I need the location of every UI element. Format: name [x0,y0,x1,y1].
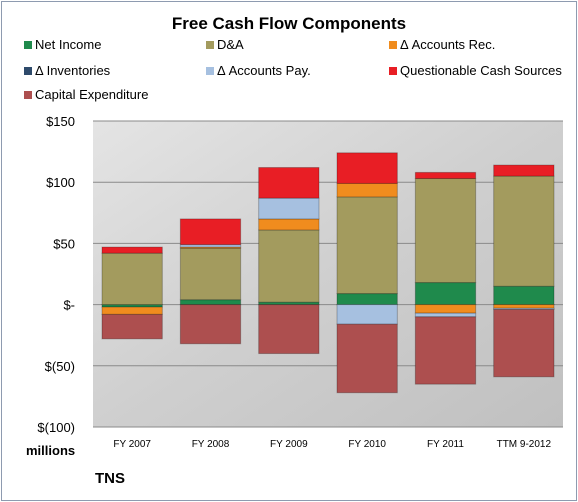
y-tick-label: $(100) [37,420,75,435]
bar-segment [101,246,163,254]
bar-segment [414,304,477,314]
legend-swatch [389,67,397,75]
bar-segment [101,252,163,306]
legend-swatch [24,91,32,99]
x-tick-label: FY 2009 [270,439,308,450]
legend-label: Δ Accounts Rec. [400,37,496,52]
y-tick-label: $(50) [45,359,75,374]
bar-segment [179,246,242,249]
x-tick-label: FY 2010 [348,439,386,450]
bar-segment [179,299,242,306]
bar-segment [414,316,477,385]
bar-segment [258,229,320,303]
company-label: TNS [95,470,125,487]
legend-label: Δ Inventories [35,63,111,78]
legend-label: Δ Accounts Pay. [217,63,311,78]
x-tick-label: FY 2007 [113,439,151,450]
legend-swatch [206,67,214,75]
bar-segment [336,196,398,295]
units-label: millions [26,443,76,458]
bar-segment [179,247,242,301]
y-tick-label: $- [63,298,75,313]
bar-segment [336,152,398,184]
bar-segment [258,218,320,231]
legend-label: Questionable Cash Sources [400,63,562,78]
bar-segment [179,218,242,246]
y-tick-label: $50 [53,236,75,251]
bar-segment [258,167,320,199]
legend-label: D&A [217,37,244,52]
plot-area [93,121,563,427]
bar-segment [258,197,320,220]
legend-label: Capital Expenditure [35,87,149,102]
bar-segment [493,164,555,177]
legend: Net Income D&A Δ Accounts Rec. Δ Invento… [0,0,578,110]
bar-segment [414,312,477,318]
y-tick-label: $150 [46,114,75,129]
legend-swatch [24,67,32,75]
bar-segment [101,313,163,340]
bar-segment [493,308,555,378]
legend-swatch [389,41,397,49]
bar-segment [493,304,555,309]
legend-swatch [24,41,32,49]
bar-segment [414,171,477,180]
bar-segment [414,178,477,284]
bar-segment [414,282,477,306]
bar-segment [101,306,163,315]
bar-segment [336,293,398,306]
bar-segment [493,175,555,287]
x-tick-label: FY 2008 [192,439,230,450]
legend-swatch [206,41,214,49]
bar-segment [336,323,398,394]
x-tick-label: TTM 9-2012 [497,439,552,450]
bar-segment [336,182,398,198]
bar-segment [336,304,398,325]
chart-title: Free Cash Flow Components [171,14,407,33]
bar-segment [179,304,242,345]
bar-segment [258,304,320,355]
x-tick-label: FY 2011 [427,439,464,450]
legend-label: Net Income [35,37,102,52]
bar-segment [493,285,555,306]
y-tick-label: $100 [46,175,75,190]
